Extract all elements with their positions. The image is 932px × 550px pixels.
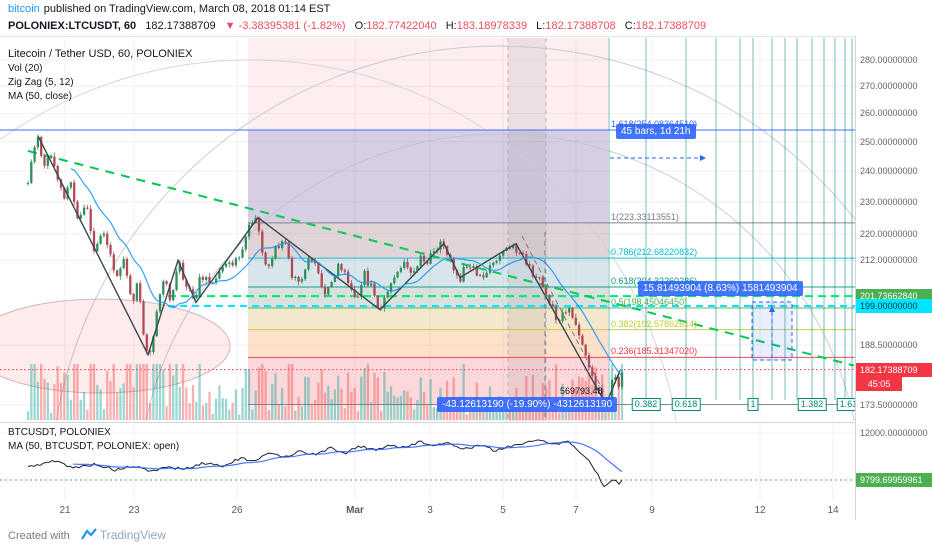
legend-item-ma[interactable]: MA (50, close) [8,91,72,102]
close-value: 182.17388709 [635,20,707,32]
open-label: O: [354,20,367,32]
high-label: H: [445,20,457,32]
price-tick: 260.00000000 [860,108,918,119]
gridlines [0,38,855,501]
price-badge: 182.17388709 [856,362,932,377]
created-with-label: Created with [8,530,70,542]
time-tick: 26 [231,505,243,516]
tradingview-logo-icon [80,528,97,540]
low-label: L: [536,20,546,32]
high-value: 183.18978339 [456,20,528,32]
last-price: 182.17388709 [145,20,216,32]
price-tick: 230.00000000 [860,196,918,207]
price-tick: 173.50000000 [860,399,918,410]
price-tick: 280.00000000 [860,55,918,65]
symbol-name[interactable]: POLONIEX:LTCUSDT, 60 [8,20,137,32]
tradingview-brand: TradingView [99,528,166,542]
price-tick: 240.00000000 [860,166,918,177]
price-tick: 220.00000000 [860,228,918,239]
time-tick: 23 [128,505,140,516]
bar-countdown: 45:05 [856,376,902,391]
candles [26,134,624,402]
time-tick: 3 [427,505,433,516]
time-axis[interactable]: 21 23 26 Mar 3 5 7 9 12 14 [0,502,855,520]
btc-price-tick: 12000.00000000 [860,428,928,438]
legend-main: Litecoin / Tether USD, 60, POLONIEX Vol … [8,48,192,105]
legend-item-btc-ma[interactable]: MA (50, BTCUSDT, POLONIEX: open) [8,441,180,452]
time-tick: 14 [827,505,839,516]
open-value: 182.77422040 [366,20,437,32]
low-value: 182.17388708 [545,20,616,32]
main-pane [0,38,855,421]
price-tick: 212.00000000 [860,255,918,266]
legend-item-zigzag[interactable]: Zig Zag (5, 12) [8,77,74,88]
time-tick: Mar [346,505,364,516]
legend-btc-pane: BTCUSDT, POLONIEX MA (50, BTCUSDT, POLON… [8,427,179,455]
legend-item-btc-symbol[interactable]: BTCUSDT, POLONIEX [8,427,111,438]
time-tick: 7 [573,505,579,516]
btc-pane [0,439,855,488]
tradingview-link[interactable]: TradingView [80,528,166,542]
price-change: ▼ -3.38395381 (-1.82%) [224,20,346,32]
btc-price-badge: 9799.69959961 [856,473,932,487]
legend-item-symbol[interactable]: Litecoin / Tether USD, 60, POLONIEX [8,48,193,60]
time-tick: 9 [649,505,655,516]
publish-info: published on TradingView.com, March 08, … [43,3,331,15]
legend-item-volume[interactable]: Vol (20) [8,63,43,74]
symbol-header: POLONIEX:LTCUSDT, 60 182.17388709 ▼ -3.3… [0,18,932,36]
footer: Created with TradingView [0,520,932,550]
close-label: C: [624,20,636,32]
time-tick: 5 [500,505,506,516]
author-link[interactable]: bitcoin [8,3,40,15]
price-tick: 250.00000000 [860,136,918,147]
price-axis[interactable]: 280.00000000 270.00000000 260.00000000 250.… [855,36,932,520]
price-tick: 270.00000000 [860,81,918,92]
time-tick: 12 [754,505,766,516]
price-badge: 199.00000000 [856,299,932,314]
price-tick: 188.50000000 [860,340,918,351]
time-tick: 21 [59,505,71,516]
publish-header: bitcoin published on TradingView.com, Mar… [0,0,932,18]
